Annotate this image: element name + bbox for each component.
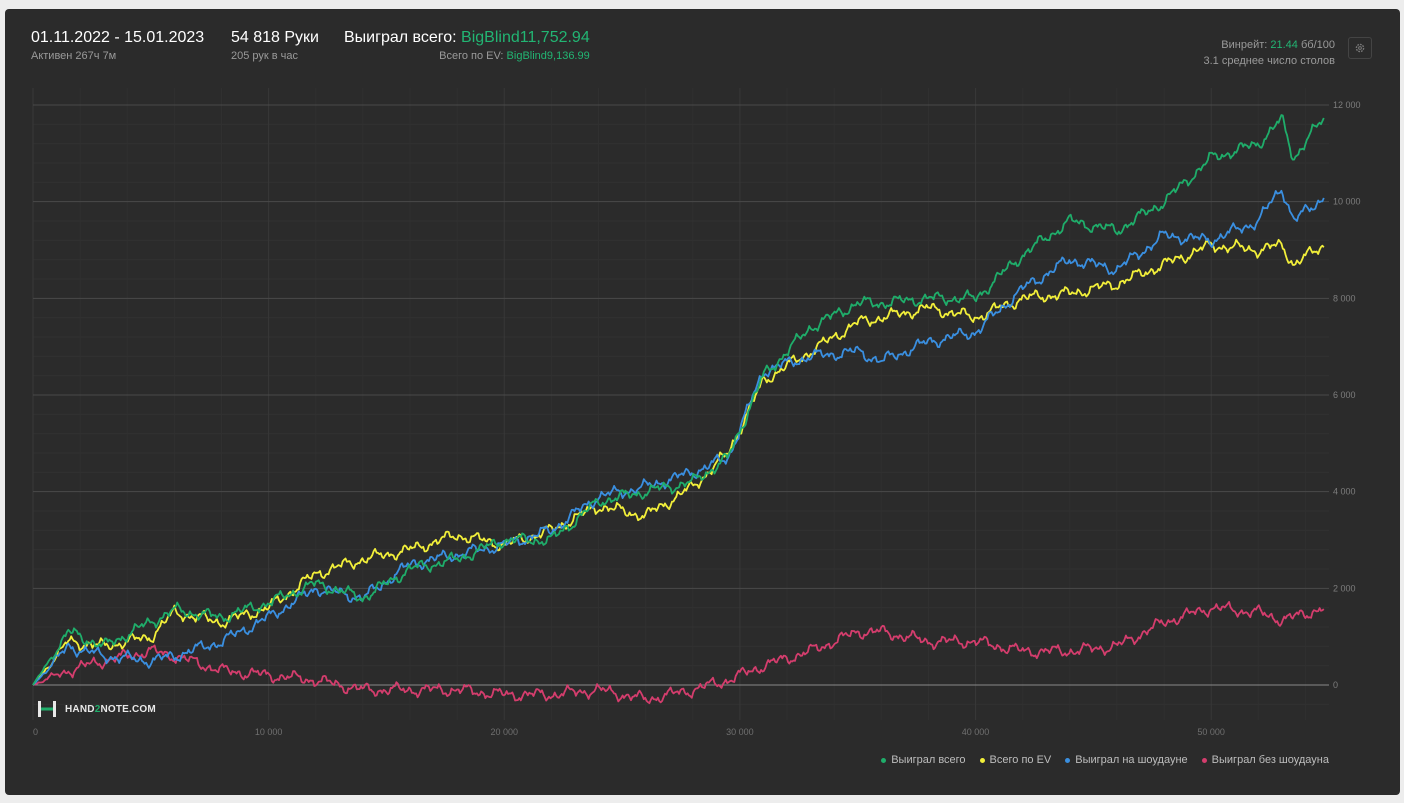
y-tick-label: 8 000	[1333, 293, 1356, 303]
winrate-value: 21.44	[1270, 39, 1298, 51]
gear-icon[interactable]	[1348, 37, 1372, 59]
series-lines	[32, 114, 1325, 705]
logo-text-part1: HAND	[65, 703, 95, 715]
logo-text: HAND2NOTE.COM	[65, 704, 156, 715]
minor-grid	[33, 88, 1329, 720]
won-total-label: Выиграл всего:	[344, 29, 457, 46]
legend-dot-showdown	[1065, 757, 1071, 763]
y-tick-label: 2 000	[1333, 583, 1356, 593]
series-line-ev-total	[32, 238, 1325, 686]
x-tick-label: 40 000	[962, 727, 990, 737]
hand2note-logo-icon	[38, 701, 56, 717]
hand2note-logo: HAND2NOTE.COM	[37, 700, 156, 718]
series-line-non-showdown	[32, 601, 1325, 705]
winrate-line: Винрейт: 21.44 бб/100	[1203, 37, 1335, 53]
won-total-line: Выиграл всего: BigBlind11,752.94	[344, 28, 590, 48]
hands-block: 54 818 Руки 205 рук в час	[231, 28, 319, 64]
series-line-won-total	[32, 114, 1325, 686]
logo-text-part3: NOTE.COM	[100, 703, 156, 715]
y-tick-label: 4 000	[1333, 487, 1356, 497]
x-tick-label: 0	[33, 727, 38, 737]
gear-icon-glyph	[1355, 43, 1365, 53]
x-tick-label: 30 000	[726, 727, 754, 737]
hands-count: 54 818 Руки	[231, 29, 319, 46]
legend-item-won-total[interactable]: Выиграл всего	[881, 754, 966, 766]
legend-label-won-total: Выиграл всего	[891, 754, 966, 766]
legend-label-showdown: Выиграл на шоудауне	[1075, 754, 1188, 766]
chart-panel	[5, 9, 1400, 795]
won-total-value: BigBlind11,752.94	[461, 29, 590, 46]
ev-total-line: Всего по EV: BigBlind9,136.99	[344, 48, 590, 64]
legend-item-non-showdown[interactable]: Выиграл без шоудауна	[1201, 754, 1329, 766]
date-range-block: 01.11.2022 - 15.01.2023 Активен 267ч 7м	[31, 28, 204, 64]
y-tick-label: 0	[1333, 680, 1338, 690]
x-tick-label: 10 000	[255, 727, 283, 737]
y-axis-tick-labels: 0 2 000 4 000 6 000 8 000 10 000 12 000	[1333, 100, 1361, 690]
date-range: 01.11.2022 - 15.01.2023	[31, 29, 205, 46]
y-tick-label: 6 000	[1333, 390, 1356, 400]
avg-tables: 3.1 среднее число столов	[1203, 55, 1335, 67]
legend-dot-non-showdown	[1201, 757, 1207, 763]
logo-text-part2: 2	[94, 703, 101, 715]
legend-item-showdown[interactable]: Выиграл на шоудауне	[1065, 754, 1188, 766]
winrate-label: Винрейт:	[1221, 39, 1268, 51]
series-line-showdown	[32, 189, 1325, 686]
active-time: Активен 267ч 7м	[31, 50, 117, 62]
chart-legend: Выиграл всего Всего по EV Выиграл на шоу…	[881, 754, 1329, 766]
hands-per-hour: 205 рук в час	[231, 50, 299, 62]
major-grid	[32, 88, 1329, 720]
winrate-block: Винрейт: 21.44 бб/100 3.1 среднее число …	[1203, 37, 1335, 69]
ev-total-label: Всего по EV:	[439, 50, 504, 62]
legend-item-ev-total[interactable]: Всего по EV	[979, 754, 1052, 766]
legend-dot-ev-total	[979, 757, 985, 763]
x-tick-label: 50 000	[1197, 727, 1225, 737]
y-tick-label: 12 000	[1333, 100, 1361, 110]
winrate-unit: бб/100	[1300, 39, 1335, 51]
legend-label-non-showdown: Выиграл без шоудауна	[1211, 754, 1329, 766]
ev-total-value: BigBlind9,136.99	[506, 50, 590, 62]
y-tick-label: 10 000	[1333, 197, 1361, 207]
legend-label-ev-total: Всего по EV	[989, 754, 1052, 766]
x-axis-tick-labels: 0 10 000 20 000 30 000 40 000 50 000	[33, 727, 1225, 737]
legend-dot-won-total	[881, 757, 887, 763]
x-tick-label: 20 000	[491, 727, 519, 737]
winnings-block: Выиграл всего: BigBlind11,752.94 Всего п…	[344, 28, 590, 64]
